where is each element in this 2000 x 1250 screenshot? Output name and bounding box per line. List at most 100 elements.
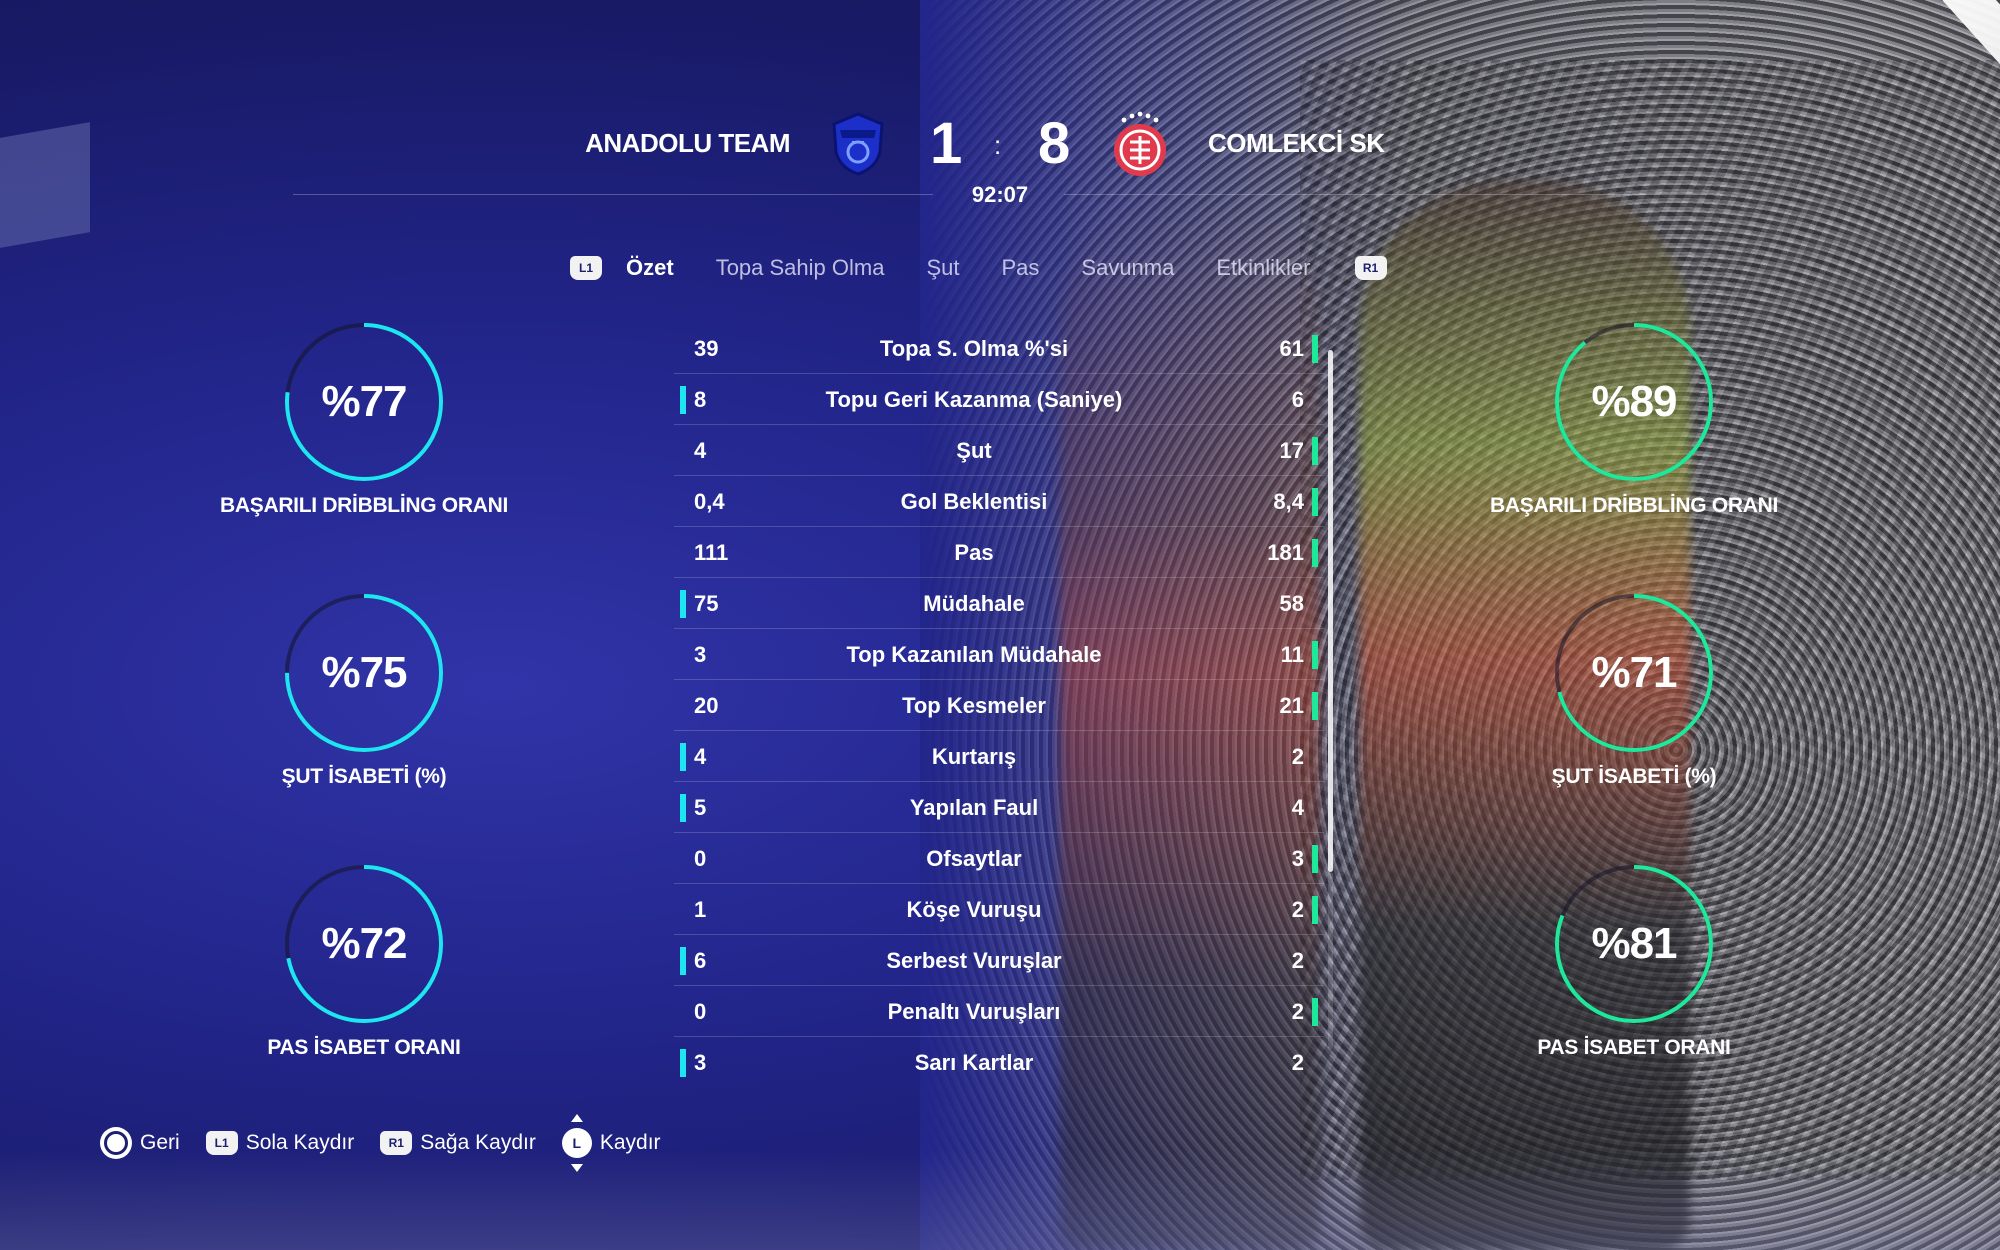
stat-label: Topu Geri Kazanma (Saniye) — [825, 387, 1123, 412]
home-stat-value: %72 — [321, 919, 407, 968]
away-progress-ring: %81 — [1554, 864, 1714, 1024]
home-team-name: ANADOLU TEAM — [585, 128, 790, 158]
home-stat-value: 3 — [694, 1050, 707, 1075]
stats-scrollbar-thumb[interactable] — [1328, 350, 1333, 872]
stat-row: 6 Serbest Vuruşlar 2 — [674, 935, 1324, 986]
home-progress-ring: %77 — [284, 322, 444, 482]
home-stat-value: 75 — [694, 591, 719, 616]
stat-label: Müdahale — [923, 591, 1025, 616]
home-stat-value: 4 — [694, 438, 707, 463]
stat-label: Ofsaytlar — [926, 846, 1022, 871]
match-stats-table: 39 Topa S. Olma %'si 61 8 Topu Geri Kazanma … — [674, 323, 1324, 1088]
away-stat-value: 2 — [1291, 744, 1304, 769]
stat-label: Köşe Vuruşu — [906, 897, 1042, 922]
left-stick-icon: L — [561, 1114, 592, 1172]
away-lead-indicator — [1312, 641, 1318, 669]
r1-button-icon[interactable]: R1 — [1354, 256, 1387, 280]
away-lead-indicator — [1312, 998, 1318, 1026]
scroll-left-prompt[interactable]: L1 Sola Kaydır — [205, 1131, 355, 1155]
home-lead-indicator — [680, 590, 686, 618]
tab-savunma[interactable]: Savunma — [1081, 255, 1175, 280]
away-stat-value: %71 — [1591, 648, 1677, 697]
scroll-left-label: Sola Kaydır — [245, 1131, 355, 1154]
home-stat-value: 20 — [694, 693, 719, 718]
away-stat-value: 2 — [1291, 1050, 1304, 1075]
header-divider-left — [293, 194, 933, 195]
scroll-prompt[interactable]: L Kaydır — [561, 1114, 661, 1172]
away-stat-label: PAS İSABET ORANI — [1537, 1036, 1731, 1059]
away-stat-value: 2 — [1291, 897, 1304, 922]
away-stat-circle: %71 ŞUT İSABETİ (%) — [1464, 593, 1804, 789]
home-progress-ring: %72 — [284, 864, 444, 1024]
away-stat-value: 11 — [1280, 642, 1304, 667]
stat-label: Top Kazanılan Müdahale — [846, 642, 1102, 667]
scroll-right-prompt[interactable]: R1 Sağa Kaydır — [380, 1131, 536, 1155]
home-stat-value: 3 — [694, 642, 707, 667]
stat-row: 39 Topa S. Olma %'si 61 — [674, 323, 1324, 374]
tab-ozet[interactable]: Özet — [626, 255, 674, 280]
stat-row: 1 Köşe Vuruşu 2 — [674, 884, 1324, 935]
home-stat-value: 6 — [694, 948, 707, 973]
home-lead-indicator — [680, 386, 686, 414]
away-lead-indicator — [1312, 896, 1318, 924]
away-stat-value: 2 — [1291, 999, 1304, 1024]
stat-label: Penaltı Vuruşları — [887, 999, 1061, 1024]
stats-tabs: L1 Özet Topa Sahip Olma Şut Pas Savunma … — [570, 252, 1387, 284]
stat-label: Yapılan Faul — [909, 795, 1039, 820]
home-stat-value: %77 — [321, 377, 407, 426]
stat-row: 8 Topu Geri Kazanma (Saniye) 6 — [674, 374, 1324, 425]
back-prompt[interactable]: Geri — [100, 1127, 180, 1159]
home-lead-indicator — [680, 947, 686, 975]
away-lead-indicator — [1312, 488, 1318, 516]
home-stat-value: %75 — [321, 648, 407, 697]
away-lead-indicator — [1312, 692, 1318, 720]
stat-label: Topa S. Olma %'si — [879, 336, 1069, 361]
tab-pas[interactable]: Pas — [1001, 255, 1040, 280]
stat-label: Kurtarış — [931, 744, 1017, 769]
home-lead-indicator — [680, 1049, 686, 1077]
stat-row: 75 Müdahale 58 — [674, 578, 1324, 629]
home-stat-value: 39 — [694, 336, 719, 361]
away-crest-icon — [1110, 110, 1166, 176]
score-separator: : — [994, 130, 1002, 160]
away-stat-label: ŞUT İSABETİ (%) — [1551, 765, 1717, 788]
stat-label: Pas — [954, 540, 994, 565]
home-stat-value: 0 — [694, 999, 707, 1024]
stats-scrollbar-track[interactable] — [1328, 872, 1333, 1050]
away-progress-ring: %71 — [1554, 593, 1714, 753]
button-prompts: Geri L1 Sola Kaydır R1 Sağa Kaydır L Kay… — [100, 1114, 687, 1172]
tab-topa-sahip-olma[interactable]: Topa Sahip Olma — [715, 255, 885, 280]
home-stat-value: 5 — [694, 795, 707, 820]
stat-row: 4 Şut 17 — [674, 425, 1324, 476]
home-stat-circle: %75 ŞUT İSABETİ (%) — [194, 593, 534, 789]
r1-button-icon: R1 — [380, 1131, 413, 1155]
home-stat-circle: %77 BAŞARILI DRİBBLİNG ORANI — [194, 322, 534, 518]
away-lead-indicator — [1312, 539, 1318, 567]
stat-row: 0 Ofsaytlar 3 — [674, 833, 1324, 884]
stat-label: Serbest Vuruşlar — [886, 948, 1062, 973]
scroll-label: Kaydır — [599, 1131, 661, 1154]
away-stat-value: 181 — [1267, 540, 1304, 565]
away-stat-value: 6 — [1291, 387, 1304, 412]
away-stat-circle: %81 PAS İSABET ORANI — [1464, 864, 1804, 1060]
away-lead-indicator — [1312, 845, 1318, 873]
home-lead-indicator — [680, 743, 686, 771]
home-stat-value: 8 — [694, 387, 707, 412]
away-stat-value: %81 — [1591, 919, 1677, 968]
l1-button-icon[interactable]: L1 — [570, 256, 602, 280]
away-stat-circle: %89 BAŞARILI DRİBBLİNG ORANI — [1464, 322, 1804, 518]
home-stat-label: BAŞARILI DRİBBLİNG ORANI — [220, 494, 508, 517]
stat-row: 20 Top Kesmeler 21 — [674, 680, 1324, 731]
home-stat-value: 0,4 — [694, 489, 725, 514]
stat-row: 111 Pas 181 — [674, 527, 1324, 578]
home-crest-icon — [830, 112, 886, 176]
away-stat-value: 17 — [1279, 438, 1304, 463]
home-stat-value: 0 — [694, 846, 707, 871]
tab-etkinlikler[interactable]: Etkinlikler — [1216, 255, 1311, 280]
away-stat-value: 4 — [1291, 795, 1304, 820]
away-stat-value: 61 — [1279, 336, 1304, 361]
tab-sut[interactable]: Şut — [926, 255, 960, 280]
away-progress-ring: %89 — [1554, 322, 1714, 482]
match-clock: 92:07 — [971, 182, 1029, 207]
home-stat-label: ŞUT İSABETİ (%) — [281, 765, 447, 788]
